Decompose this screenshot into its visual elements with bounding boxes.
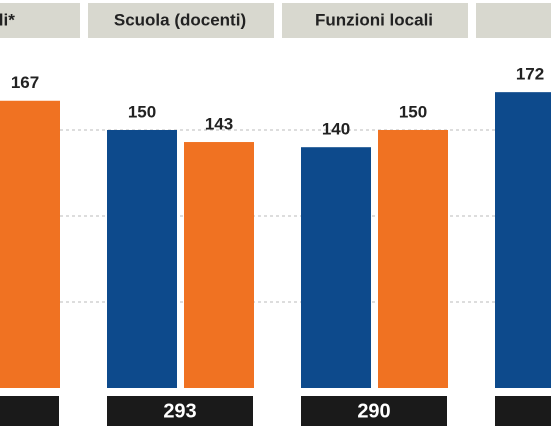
value-label: 143 xyxy=(205,115,233,134)
total-label: 293 xyxy=(163,400,196,422)
category-header: Funzioni locali xyxy=(315,10,433,29)
bar xyxy=(0,100,60,388)
category-header-box xyxy=(476,3,551,38)
category-header-box xyxy=(88,3,274,38)
bar xyxy=(495,92,551,388)
category-header: Scuola (docenti) xyxy=(114,10,246,29)
value-label: 150 xyxy=(128,102,156,121)
value-label: 172 xyxy=(516,65,544,84)
total-box xyxy=(107,396,253,426)
bar xyxy=(184,142,254,388)
bar xyxy=(378,130,448,388)
bar xyxy=(107,130,177,388)
total-label: 290 xyxy=(357,400,390,422)
bar xyxy=(301,147,371,388)
value-label: 167 xyxy=(11,73,39,92)
category-header-box xyxy=(0,3,80,38)
value-label: 140 xyxy=(322,120,350,139)
category-header: entrali* xyxy=(0,10,15,29)
value-label: 150 xyxy=(399,102,427,121)
category-header-box xyxy=(282,3,468,38)
total-box xyxy=(495,396,551,426)
total-box xyxy=(0,396,59,426)
total-box xyxy=(301,396,447,426)
